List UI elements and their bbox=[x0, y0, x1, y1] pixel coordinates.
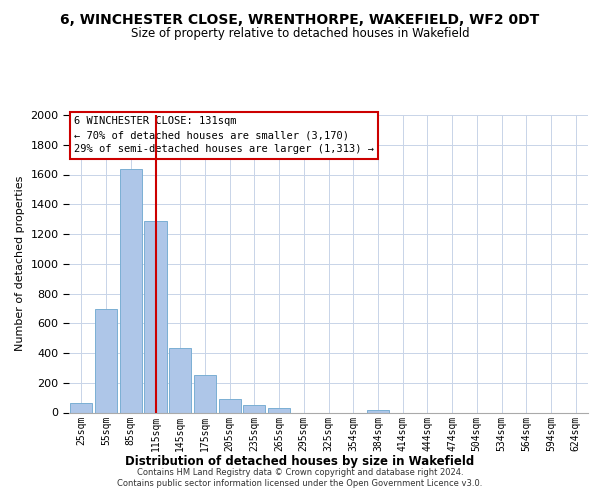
Text: Contains HM Land Registry data © Crown copyright and database right 2024.
Contai: Contains HM Land Registry data © Crown c… bbox=[118, 468, 482, 487]
Text: Size of property relative to detached houses in Wakefield: Size of property relative to detached ho… bbox=[131, 28, 469, 40]
Bar bbox=[367, 410, 389, 412]
Bar bbox=[95, 309, 117, 412]
Y-axis label: Number of detached properties: Number of detached properties bbox=[15, 176, 25, 352]
Bar bbox=[268, 408, 290, 412]
Bar bbox=[70, 403, 92, 412]
Bar bbox=[243, 405, 265, 412]
Bar bbox=[194, 374, 216, 412]
Bar bbox=[145, 222, 167, 412]
Text: 6 WINCHESTER CLOSE: 131sqm
← 70% of detached houses are smaller (3,170)
29% of s: 6 WINCHESTER CLOSE: 131sqm ← 70% of deta… bbox=[74, 116, 374, 154]
Bar bbox=[119, 170, 142, 412]
Bar bbox=[218, 400, 241, 412]
Text: Distribution of detached houses by size in Wakefield: Distribution of detached houses by size … bbox=[125, 455, 475, 468]
Bar bbox=[169, 348, 191, 412]
Text: 6, WINCHESTER CLOSE, WRENTHORPE, WAKEFIELD, WF2 0DT: 6, WINCHESTER CLOSE, WRENTHORPE, WAKEFIE… bbox=[61, 12, 539, 26]
